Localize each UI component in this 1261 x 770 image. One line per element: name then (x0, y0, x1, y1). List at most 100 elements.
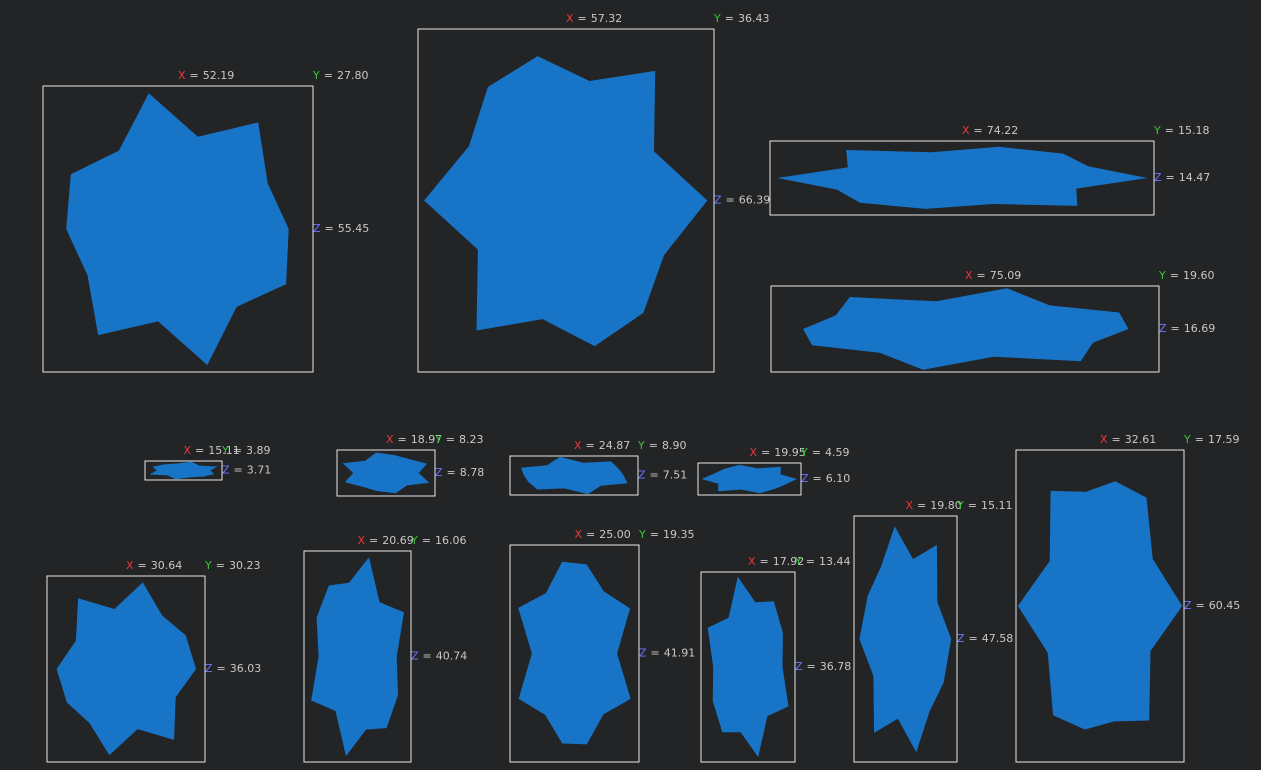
dimension-value: 24.87 (599, 439, 631, 452)
separator: = (1112, 433, 1121, 446)
dimension-label: Z = 7.51 (638, 469, 687, 482)
dimension-label: X = 15.11 (184, 444, 240, 457)
separator: = (977, 269, 986, 282)
mesh (56, 582, 196, 756)
dimension-label: Y = 3.89 (221, 444, 270, 457)
axis-letter: X (750, 446, 758, 459)
separator: = (968, 499, 977, 512)
axis-letter: X (748, 555, 756, 568)
separator: = (369, 534, 378, 547)
separator: = (651, 647, 660, 660)
separator: = (138, 559, 147, 572)
mesh (859, 526, 952, 753)
dimension-value: 3.89 (246, 444, 271, 457)
separator: = (1171, 322, 1180, 335)
axis-letter: Z (795, 660, 803, 673)
separator: = (586, 439, 595, 452)
separator: = (233, 444, 242, 457)
dimension-value: 19.60 (1183, 269, 1215, 282)
axis-letter: Y (1183, 433, 1191, 446)
dimension-label: X = 52.19 (178, 69, 234, 82)
dimension-label: Y = 30.23 (204, 559, 260, 572)
dimension-label: X = 75.09 (965, 269, 1021, 282)
axis-letter: X (1100, 433, 1108, 446)
model: X = 24.87 Y = 8.90 Z = 7.51 (509, 439, 687, 496)
dimension-value: 27.80 (337, 69, 369, 82)
separator: = (650, 528, 659, 541)
model: X = 30.64 Y = 30.23 Z = 36.03 (46, 559, 261, 763)
axis-letter: X (184, 444, 192, 457)
axis-letter: Y (410, 534, 418, 547)
model: X = 25.00 Y = 19.35Z = 41.91 (509, 528, 695, 763)
separator: = (1196, 599, 1205, 612)
dimension-label: Z = 3.71 (222, 464, 271, 477)
dimension-value: 30.23 (229, 559, 261, 572)
axis-letter: Y (956, 499, 964, 512)
axis-letter: Y (204, 559, 212, 572)
separator: = (446, 433, 455, 446)
dimension-value: 75.09 (990, 269, 1022, 282)
dimension-label: Y = 16.06 (410, 534, 466, 547)
dimension-label: X = 57.32 (566, 12, 622, 25)
axis-letter: X (178, 69, 186, 82)
axis-letter: X (126, 559, 134, 572)
mesh (518, 561, 631, 745)
separator: = (423, 650, 432, 663)
axis-letter: Y (713, 12, 721, 25)
separator: = (216, 559, 225, 572)
mesh (803, 288, 1129, 370)
separator: = (447, 466, 456, 479)
axis-letter: Z (957, 632, 965, 645)
axis-letter: Y (794, 555, 802, 568)
dimension-value: 3.71 (247, 464, 272, 477)
dimension-label: X = 20.69 (358, 534, 414, 547)
dimension-label: Z = 60.45 (1184, 599, 1240, 612)
bounding-box (697, 462, 802, 496)
model: X = 57.32 Y = 36.43 Z = 66.39 (417, 12, 770, 373)
dimension-value: 16.69 (1184, 322, 1216, 335)
mesh (311, 557, 404, 757)
separator: = (422, 534, 431, 547)
separator: = (398, 433, 407, 446)
dimension-value: 8.78 (460, 466, 485, 479)
axis-letter: Y (638, 528, 646, 541)
axis-letter: Y (637, 439, 645, 452)
dimension-value: 25.00 (599, 528, 631, 541)
dimension-value: 60.45 (1209, 599, 1241, 612)
dimension-value: 20.69 (382, 534, 414, 547)
dimension-label: X = 17.92 (748, 555, 804, 568)
dimension-value: 19.80 (930, 499, 962, 512)
dimension-value: 66.39 (739, 194, 771, 207)
model: X = 20.69Y = 16.06Z = 40.74 (303, 534, 467, 763)
axis-letter: X (386, 433, 394, 446)
separator: = (324, 69, 333, 82)
dimension-label: Z = 66.39 (714, 194, 770, 207)
dimension-label: Z = 40.74 (411, 650, 467, 663)
dimension-value: 32.61 (1125, 433, 1157, 446)
bounding-box (509, 544, 640, 763)
separator: = (807, 660, 816, 673)
model: X = 19.80Y = 15.11Z = 47.58 (853, 499, 1013, 763)
axis-letter: X (906, 499, 914, 512)
bounding-box (303, 550, 412, 763)
mesh (521, 456, 628, 495)
separator: = (725, 12, 734, 25)
separator: = (812, 446, 821, 459)
dimension-label: X = 24.87 (574, 439, 630, 452)
separator: = (813, 472, 822, 485)
dimension-label: X = 25.00 (575, 528, 631, 541)
dimension-value: 55.45 (338, 222, 370, 235)
dimension-label: Z = 36.78 (795, 660, 851, 673)
model: X = 18.97Y = 8.23Z = 8.78 (336, 433, 485, 497)
mesh (707, 576, 789, 757)
dimension-value: 74.22 (987, 124, 1019, 137)
dimension-label: Y = 15.18 (1153, 124, 1209, 137)
separator: = (1195, 433, 1204, 446)
separator: = (917, 499, 926, 512)
dimension-value: 36.78 (820, 660, 852, 673)
separator: = (726, 194, 735, 207)
dimension-value: 19.35 (663, 528, 695, 541)
dimension-value: 14.47 (1179, 171, 1211, 184)
dimension-value: 19.95 (774, 446, 806, 459)
